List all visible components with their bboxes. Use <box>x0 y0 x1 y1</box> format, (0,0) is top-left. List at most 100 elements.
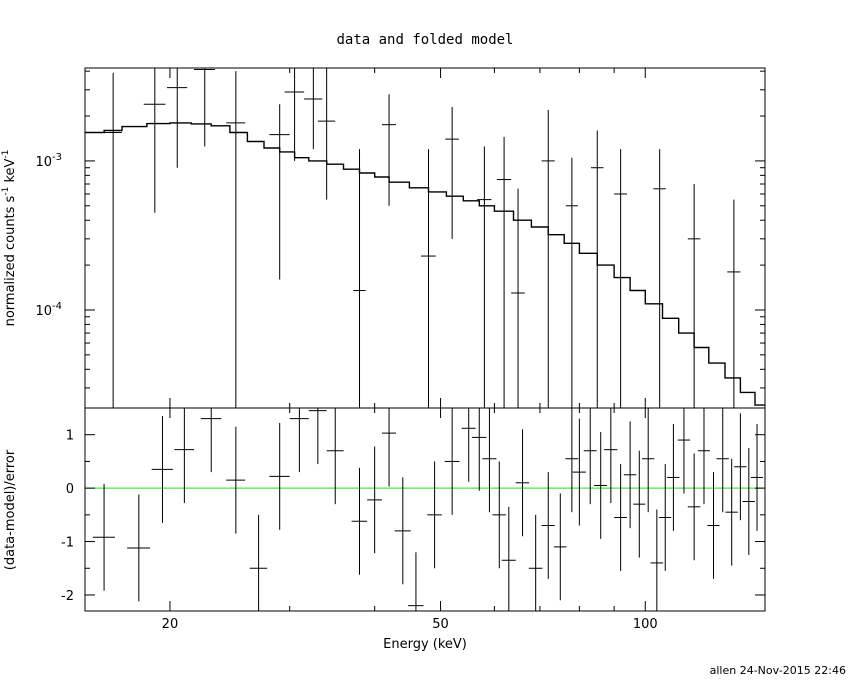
residual-point-7 <box>269 422 290 530</box>
residual-point-8 <box>289 408 309 473</box>
residual-point-45 <box>734 413 747 521</box>
y-tick-label-base: 10 <box>35 304 52 319</box>
spectrum-ylabel-part1: normalized counts s <box>3 195 18 326</box>
residual-point-25 <box>541 472 555 579</box>
residual-y-ticks: 1 0 -1 -2 <box>61 407 765 604</box>
residual-point-42 <box>707 472 720 579</box>
data-point-11 <box>421 149 436 408</box>
data-point-13 <box>477 146 492 408</box>
data-point-6 <box>284 68 305 161</box>
data-point-21 <box>687 183 701 408</box>
y-tick-label-spectrum-0: 10-3 <box>35 152 62 170</box>
residual-point-32 <box>614 464 627 571</box>
residual-point-13 <box>381 408 397 487</box>
data-point-10 <box>381 94 397 206</box>
residual-point-39 <box>677 408 691 494</box>
residual-panel: 1 0 -1 -2 20 50 100 <box>61 407 766 632</box>
residual-point-10 <box>326 408 344 505</box>
data-point-7 <box>304 68 323 150</box>
spectrum-ylabel-sup2: -1 <box>1 150 11 159</box>
x-tick-label-0: 20 <box>162 617 179 632</box>
model-step-line <box>85 122 765 406</box>
residual-point-29 <box>583 408 597 505</box>
residual-point-27 <box>565 408 579 513</box>
data-point-15 <box>511 188 525 408</box>
residual-frame <box>84 407 766 612</box>
y-tick-label-residual-1: 0 <box>66 482 74 497</box>
residual-point-44 <box>725 458 738 566</box>
residual-point-16 <box>427 461 442 569</box>
residual-point-38 <box>667 424 680 531</box>
data-point-20 <box>653 149 666 408</box>
residual-point-20 <box>482 408 497 513</box>
residual-point-3 <box>174 408 195 504</box>
residual-point-28 <box>572 418 586 526</box>
residual-point-22 <box>501 506 516 611</box>
data-point-12 <box>445 106 459 239</box>
residual-y-axis-label: (data-model)/error <box>3 449 18 570</box>
residual-point-21 <box>492 461 506 569</box>
residual-point-36 <box>650 509 664 611</box>
data-point-14 <box>496 136 512 408</box>
residual-series <box>92 408 764 611</box>
residual-point-41 <box>697 408 710 505</box>
data-point-0 <box>104 72 122 408</box>
y-tick-label-exponent: -3 <box>52 152 62 163</box>
data-point-17 <box>565 157 578 408</box>
residual-point-30 <box>594 432 608 539</box>
data-point-8 <box>317 68 336 200</box>
residual-point-43 <box>716 408 729 513</box>
spectrum-panel: 10-310-4 <box>35 67 766 409</box>
spectrum-frame <box>84 67 766 409</box>
model-step-series <box>85 122 765 406</box>
residual-point-9 <box>308 408 327 465</box>
residual-point-2 <box>151 416 173 523</box>
residual-point-15 <box>408 552 424 611</box>
credit-stamp: allen 24-Nov-2015 22:46 <box>710 664 846 677</box>
residual-point-46 <box>742 448 755 555</box>
residual-point-17 <box>444 408 460 515</box>
y-tick-label-exponent: -4 <box>52 301 62 312</box>
residual-point-26 <box>553 493 567 601</box>
residual-point-4 <box>200 408 222 473</box>
residual-point-24 <box>528 514 543 611</box>
data-point-22 <box>727 199 741 408</box>
residual-point-1 <box>127 494 151 602</box>
y-tick-label-base: 10 <box>35 155 52 170</box>
y-tick-label-residual-3: -2 <box>61 589 74 604</box>
residual-point-34 <box>633 450 646 558</box>
residual-point-23 <box>515 429 530 537</box>
y-tick-label-residual-0: 1 <box>66 429 74 444</box>
chart-title: data and folded model <box>336 32 513 48</box>
data-point-9 <box>353 149 366 408</box>
data-point-2 <box>166 68 188 168</box>
spectrum-ylabel-sup1: -1 <box>1 187 11 196</box>
residual-point-12 <box>367 446 382 554</box>
spectrum-y-ticks: 10-310-4 <box>35 70 765 389</box>
residual-point-19 <box>471 408 487 491</box>
data-point-4 <box>226 71 246 408</box>
data-point-1 <box>143 68 166 213</box>
residual-x-ticks: 20 50 100 <box>162 408 658 632</box>
residual-point-47 <box>750 424 764 531</box>
spectrum-ylabel-part2: keV <box>3 158 18 186</box>
residual-point-14 <box>394 477 411 585</box>
residual-point-18 <box>461 408 476 482</box>
residual-point-0 <box>92 483 115 591</box>
data-series <box>104 68 741 408</box>
x-tick-label-2: 100 <box>633 617 658 632</box>
data-point-3 <box>194 68 216 147</box>
spectrum-x-ticks <box>169 68 646 408</box>
x-tick-label-1: 50 <box>432 617 449 632</box>
spectrum-y-axis-label: normalized counts s-1 keV-1 <box>1 150 18 327</box>
residual-point-11 <box>351 467 368 575</box>
y-tick-label-spectrum-1: 10-4 <box>35 301 62 319</box>
residual-point-37 <box>659 464 672 571</box>
residual-point-31 <box>604 408 618 504</box>
residual-point-5 <box>226 426 246 534</box>
y-tick-label-residual-2: -1 <box>61 536 74 551</box>
residual-point-35 <box>641 408 655 513</box>
residual-point-6 <box>249 514 268 611</box>
